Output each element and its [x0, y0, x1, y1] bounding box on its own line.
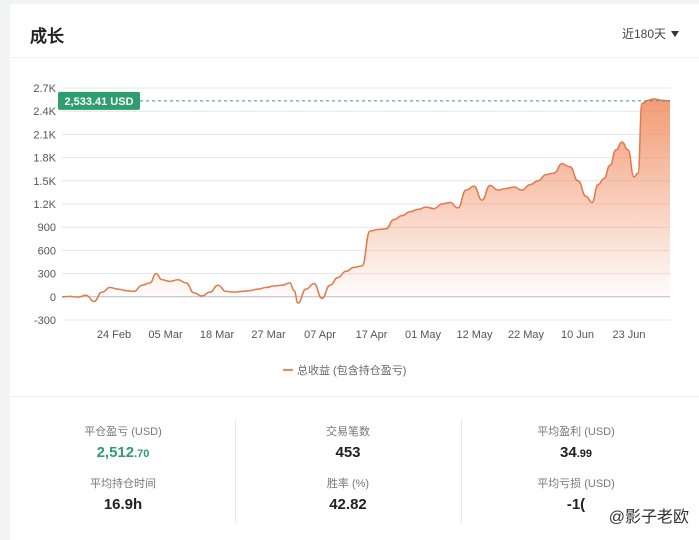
y-tick-label: 2.4K [33, 106, 56, 118]
stats-divider [235, 419, 236, 523]
y-tick-label: 1.8K [33, 153, 56, 165]
x-tick-label: 12 May [456, 329, 493, 341]
stat-label: 平均亏损 (USD) [537, 478, 615, 490]
y-tick-label: 600 [38, 245, 56, 257]
x-tick-label: 24 Feb [97, 329, 131, 341]
stat-winrate: 胜率 (%) 42.82 [248, 475, 448, 513]
card-header: 成长 近180天 [10, 4, 699, 58]
legend-swatch [283, 369, 293, 371]
current-value-badge: 2,533.41 USD [58, 91, 140, 110]
stats-panel: 平仓盈亏 (USD) 2,512.70 平均持仓时间 16.9h 交易笔数 45… [10, 397, 699, 540]
stat-value: -1( [566, 496, 586, 513]
range-select-label: 近180天 [621, 27, 666, 41]
x-tick-label: 18 Mar [200, 329, 235, 341]
stat-avg-loss: 平均亏损 (USD) -1( [476, 475, 676, 513]
stat-value-int: 2,512 [96, 444, 135, 461]
chart-legend[interactable]: 总收益 (包含持仓盈亏) [283, 362, 406, 378]
growth-card: 成长 近180天 2.7K 2.4K 2.1K 1.8K 1.5K 1.2K 900 600 3… [10, 4, 699, 540]
x-tick-label: 23 Jun [612, 329, 645, 341]
y-tick-label: 2.7K [33, 83, 56, 95]
stat-value-dec: .70 [134, 448, 150, 460]
stat-avg-hold: 平均持仓时间 16.9h [23, 475, 223, 513]
current-value-label: 2,533.41 USD [64, 96, 133, 108]
x-tick-label: 05 Mar [148, 329, 183, 341]
range-select[interactable]: 近180天 [622, 25, 679, 42]
x-tick-label: 01 May [405, 329, 442, 341]
caret-down-icon [671, 31, 679, 37]
stat-label: 平仓盈亏 (USD) [84, 426, 162, 438]
page-title: 成长 [30, 27, 64, 46]
series-line [61, 98, 671, 304]
y-tick-label: 1.5K [33, 176, 56, 188]
stat-value-dec: .99 [576, 448, 592, 460]
stat-label: 平均盈利 (USD) [537, 426, 615, 438]
stat-trades: 交易笔数 453 [248, 423, 448, 461]
stat-label: 交易笔数 [326, 426, 370, 438]
x-tick-label: 07 Apr [304, 329, 336, 341]
y-tick-label: 300 [38, 269, 56, 281]
growth-chart: 2.7K 2.4K 2.1K 1.8K 1.5K 1.2K 900 600 300 0 -300 2… [33, 83, 671, 341]
x-tick-label: 10 Jun [561, 329, 594, 341]
x-tick-label: 17 Apr [356, 329, 388, 341]
legend-label: 总收益 (包含持仓盈亏) [297, 365, 407, 377]
stat-closed-pnl: 平仓盈亏 (USD) 2,512.70 [23, 423, 223, 461]
x-tick-label: 22 May [508, 329, 545, 341]
stat-value: 42.82 [329, 496, 367, 513]
stat-value-int: 34 [560, 444, 577, 461]
y-tick-label: -300 [34, 315, 56, 327]
y-tick-label: 2.1K [33, 129, 56, 141]
section-divider [10, 396, 699, 397]
stat-value: 16.9h [103, 496, 143, 513]
stat-value: 2,512.70 [23, 444, 223, 461]
stat-label: 平均持仓时间 [90, 478, 156, 490]
y-tick-label: 0 [50, 292, 56, 304]
y-tick-label: 900 [38, 222, 56, 234]
stat-avg-profit: 平均盈利 (USD) 34.99 [476, 423, 676, 461]
y-tick-label: 1.2K [33, 199, 56, 211]
stat-value: 34.99 [476, 444, 676, 461]
stat-value: 453 [335, 444, 361, 461]
x-tick-label: 27 Mar [251, 329, 286, 341]
series-area [62, 98, 670, 303]
watermark: @影子老欧 [604, 502, 693, 528]
stat-label: 胜率 (%) [326, 478, 370, 490]
stats-divider [461, 419, 462, 523]
